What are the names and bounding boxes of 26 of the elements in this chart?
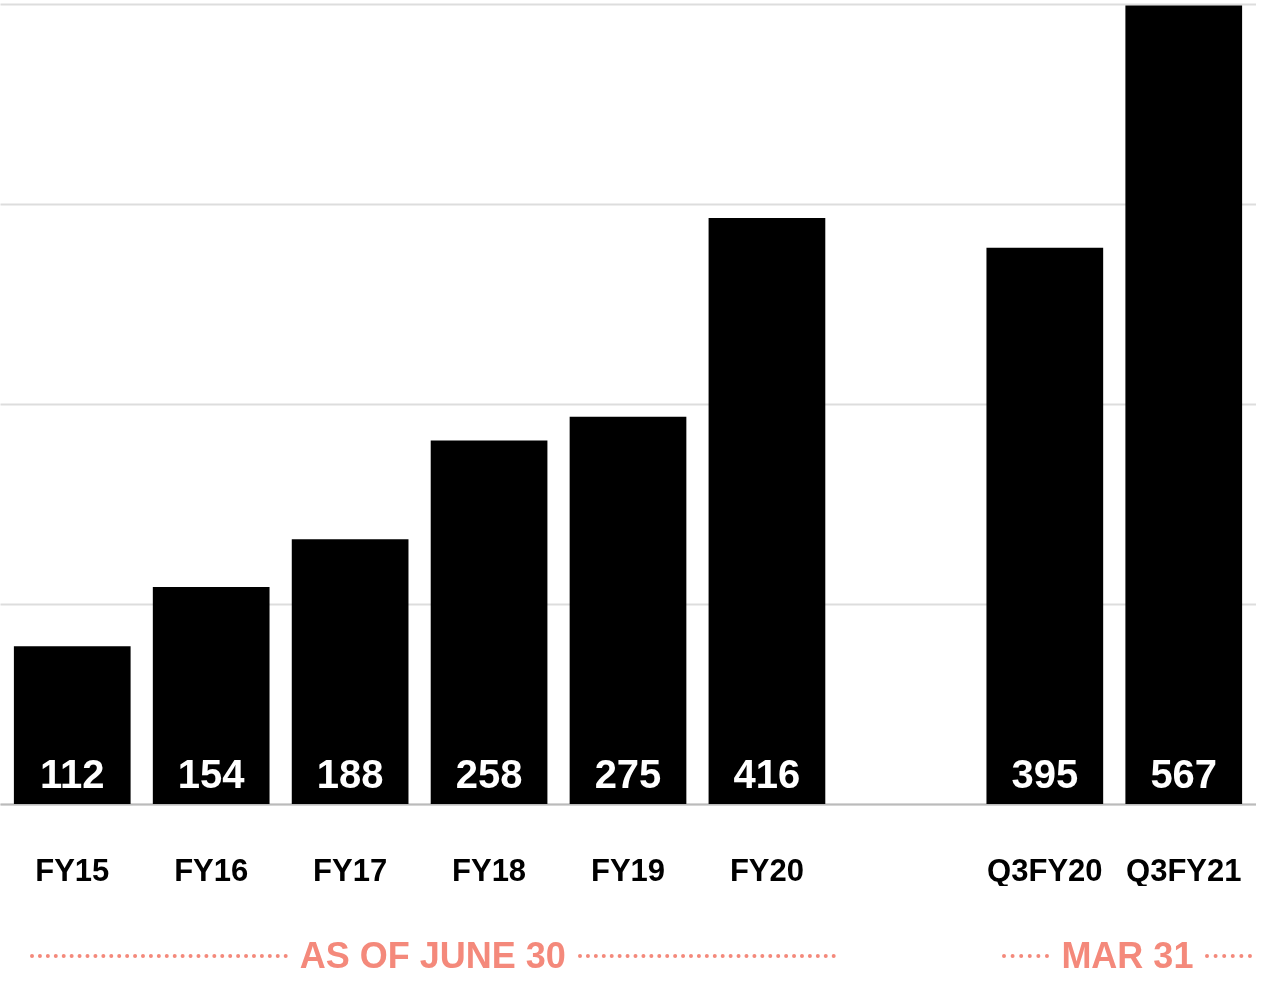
data-label: 567 — [1150, 752, 1218, 796]
bar — [708, 218, 826, 804]
bar — [569, 416, 687, 804]
text: AS OF JUNE 30 — [299, 935, 566, 977]
x-tick-label: Q3FY20 — [987, 852, 1103, 888]
data-label: 416 — [733, 752, 801, 796]
bar — [986, 247, 1104, 804]
text: MAR 31 — [1061, 935, 1194, 977]
data-label: 188 — [316, 752, 384, 796]
x-tick-label: FY18 — [452, 852, 527, 888]
x-tick-label: FY20 — [729, 852, 804, 888]
x-tick-label: FY16 — [174, 852, 249, 888]
bar — [13, 646, 131, 804]
data-label: 112 — [39, 752, 105, 796]
bar — [430, 440, 548, 804]
data-label: 395 — [1011, 752, 1079, 796]
x-tick-label: FY19 — [590, 852, 666, 888]
bar — [152, 587, 270, 804]
x-tick-label: FY17 — [313, 852, 388, 888]
x-tick-label: Q3FY21 — [1126, 852, 1242, 888]
bar — [291, 539, 409, 804]
data-label: 275 — [594, 752, 662, 796]
x-tick-label: FY15 — [35, 852, 110, 888]
data-label: 258 — [455, 752, 523, 796]
data-label: 154 — [177, 752, 246, 796]
bar — [1125, 5, 1243, 804]
